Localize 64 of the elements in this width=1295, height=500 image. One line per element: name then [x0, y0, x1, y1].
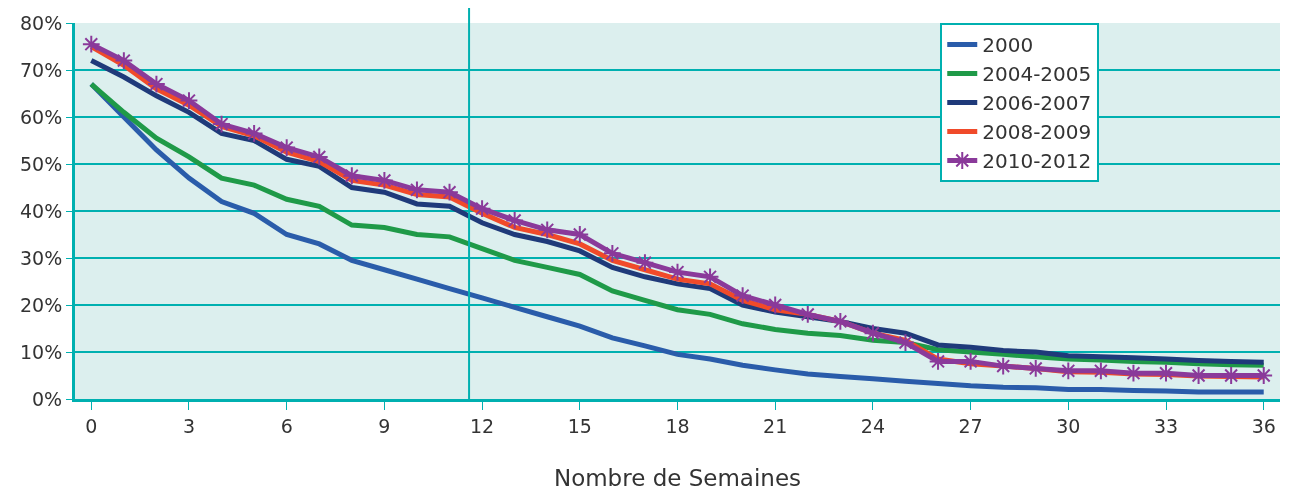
- point: [700, 267, 720, 287]
- x-tick-label: 3: [182, 414, 196, 437]
- point: [407, 180, 427, 200]
- point: [212, 114, 231, 134]
- point: [765, 295, 785, 315]
- x-tick-label: 12: [470, 414, 495, 437]
- point: [1058, 361, 1078, 381]
- point: [81, 34, 101, 54]
- point: [1124, 363, 1143, 383]
- point: [1091, 361, 1111, 381]
- point: [733, 286, 753, 305]
- x-tick-label: 33: [1153, 414, 1179, 437]
- y-tick-label: 30%: [19, 246, 63, 269]
- point: [863, 323, 883, 343]
- point: [472, 199, 492, 219]
- point: [114, 51, 134, 70]
- y-tick-label: 50%: [19, 152, 63, 175]
- legend-label: 2010-2012: [982, 149, 1092, 174]
- point: [1221, 366, 1241, 385]
- y-tick-label: 60%: [19, 105, 63, 128]
- point: [1026, 359, 1046, 378]
- x-axis-title: Nombre de Semaines: [553, 465, 802, 492]
- x-tick-label: 36: [1251, 414, 1276, 437]
- x-tick-label: 24: [860, 414, 885, 437]
- point: [1156, 363, 1176, 383]
- point: [374, 171, 394, 190]
- point: [668, 262, 687, 282]
- legend-label: 2008-2009: [982, 120, 1092, 145]
- point: [635, 253, 655, 273]
- y-tick-label: 0%: [32, 387, 63, 410]
- y-tick-label: 70%: [19, 58, 63, 81]
- x-tick-label: 15: [567, 414, 592, 437]
- point: [342, 166, 362, 186]
- point: [928, 352, 948, 371]
- point: [244, 124, 264, 143]
- y-tick-label: 40%: [19, 199, 63, 222]
- x-tick-label: 21: [763, 414, 788, 437]
- legend-label: 2000: [982, 33, 1034, 58]
- point: [309, 147, 329, 167]
- y-tick-label: 80%: [19, 11, 63, 34]
- point: [1254, 366, 1274, 385]
- x-tick-label: 9: [378, 414, 391, 437]
- legend-label: 2004-2005: [982, 62, 1092, 87]
- point: [277, 138, 297, 157]
- point: [440, 182, 459, 202]
- x-tick-label: 27: [958, 414, 983, 437]
- point: [570, 225, 590, 244]
- x-tick-label: 0: [85, 414, 98, 437]
- point: [896, 333, 915, 352]
- x-tick-label: 18: [665, 414, 690, 437]
- y-tick-label: 20%: [19, 293, 63, 316]
- point: [179, 91, 199, 110]
- legend-label: 2006-2007: [982, 91, 1092, 116]
- x-tick-label: 6: [280, 414, 293, 437]
- point: [602, 243, 622, 263]
- point: [798, 305, 818, 324]
- x-tick-label: 30: [1056, 414, 1081, 437]
- point: [505, 211, 525, 230]
- point: [537, 220, 557, 240]
- point: [993, 356, 1013, 376]
- point: [147, 74, 166, 94]
- point: [830, 312, 850, 331]
- point: [961, 352, 981, 371]
- y-tick-label: 10%: [19, 340, 63, 363]
